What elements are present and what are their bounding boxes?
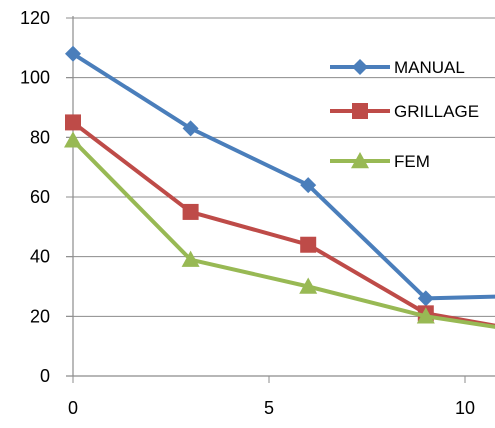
y-tick-label-0: 0 xyxy=(40,366,50,386)
y-tick-label-60: 60 xyxy=(30,187,50,207)
data-point-fem-1 xyxy=(181,250,200,267)
data-point-fem-0 xyxy=(64,131,82,148)
axes xyxy=(66,16,495,383)
series-line-grillage xyxy=(71,120,495,328)
legend-label-grillage: GRILLAGE xyxy=(394,102,479,121)
legend-marker-manual xyxy=(352,59,368,75)
data-point-manual-0 xyxy=(65,45,81,62)
x-tick-label-10: 10 xyxy=(455,398,475,418)
y-tick-label-40: 40 xyxy=(30,247,50,267)
data-point-grillage-0 xyxy=(65,114,81,131)
y-tick-label-100: 100 xyxy=(20,68,50,88)
y-tick-label-120: 120 xyxy=(20,8,50,28)
y-tick-label-80: 80 xyxy=(30,127,50,147)
y-tick-label-20: 20 xyxy=(30,306,50,326)
x-tick-label-0: 0 xyxy=(68,398,78,418)
data-point-fem-2 xyxy=(299,277,318,294)
legend: MANUAL GRILLAGE FEM xyxy=(330,58,479,171)
data-point-grillage-2 xyxy=(300,236,317,253)
legend-marker-fem xyxy=(351,152,369,169)
series-group xyxy=(64,45,495,329)
x-tick-label-5: 5 xyxy=(264,398,274,418)
data-point-manual-3 xyxy=(417,290,434,307)
data-point-fem-3 xyxy=(416,307,435,324)
legend-label-manual: MANUAL xyxy=(394,58,465,77)
data-point-grillage-1 xyxy=(182,203,199,220)
series-line-manual xyxy=(71,52,495,301)
legend-label-fem: FEM xyxy=(394,152,430,171)
data-point-manual-1 xyxy=(182,120,199,137)
legend-marker-grillage xyxy=(352,103,368,119)
tick-labels: 0 20 40 60 80 100 120 0 5 10 xyxy=(20,8,475,418)
data-point-manual-2 xyxy=(300,177,317,194)
